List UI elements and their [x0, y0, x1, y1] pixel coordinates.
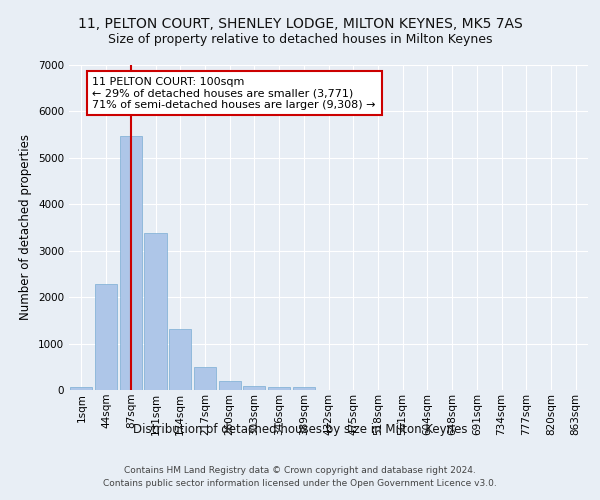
Bar	[268, 387, 290, 390]
Bar	[119, 136, 142, 390]
Bar	[95, 284, 117, 390]
Text: Size of property relative to detached houses in Milton Keynes: Size of property relative to detached ho…	[108, 32, 492, 46]
Text: 11 PELTON COURT: 100sqm
← 29% of detached houses are smaller (3,771)
71% of semi: 11 PELTON COURT: 100sqm ← 29% of detache…	[92, 76, 376, 110]
Bar	[293, 387, 315, 390]
Bar	[194, 367, 216, 390]
Bar	[218, 382, 241, 390]
Text: Contains HM Land Registry data © Crown copyright and database right 2024.
Contai: Contains HM Land Registry data © Crown c…	[103, 466, 497, 487]
Text: Distribution of detached houses by size in Milton Keynes: Distribution of detached houses by size …	[133, 422, 467, 436]
Y-axis label: Number of detached properties: Number of detached properties	[19, 134, 32, 320]
Bar	[70, 386, 92, 390]
Bar	[243, 386, 265, 390]
Bar	[145, 233, 167, 390]
Text: 11, PELTON COURT, SHENLEY LODGE, MILTON KEYNES, MK5 7AS: 11, PELTON COURT, SHENLEY LODGE, MILTON …	[77, 18, 523, 32]
Bar	[169, 329, 191, 390]
